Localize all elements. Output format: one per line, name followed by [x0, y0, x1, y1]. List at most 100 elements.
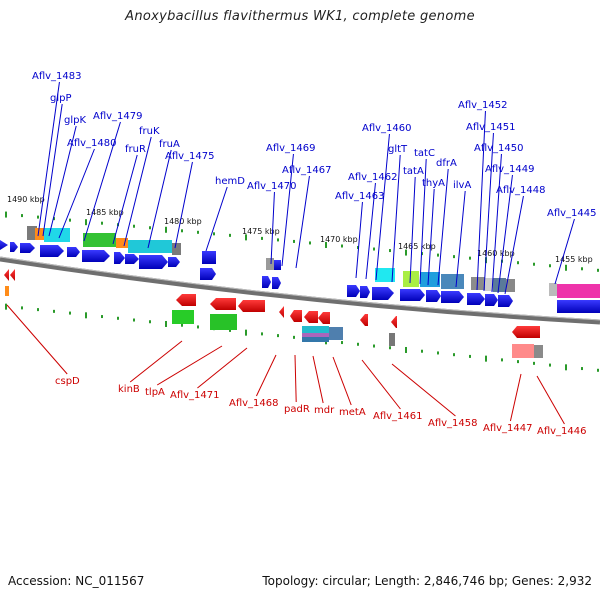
gene-label-aflv-1475[interactable]: Aflv_1475 — [165, 151, 215, 162]
gene-label-aflv-1470[interactable]: Aflv_1470 — [247, 181, 297, 192]
tick-mark — [133, 318, 135, 322]
gene-label-frur[interactable]: fruR — [125, 144, 146, 155]
gene-label-meta[interactable]: metA — [339, 407, 366, 418]
gene-label-tata[interactable]: tatA — [403, 166, 424, 177]
tick-mark — [469, 256, 471, 260]
tick-mark — [277, 238, 279, 242]
gene-label-frua[interactable]: fruA — [159, 139, 180, 150]
gene-label-aflv-1467[interactable]: Aflv_1467 — [282, 165, 332, 176]
tick-mark — [181, 229, 183, 233]
tick-mark — [277, 334, 279, 338]
gene-label-glpk[interactable]: glpK — [64, 115, 86, 126]
label-connector — [361, 359, 401, 410]
gene-label-cspd[interactable]: cspD — [55, 376, 80, 387]
label-connector — [483, 132, 494, 292]
tick-mark — [357, 342, 359, 346]
label-connector — [83, 121, 121, 242]
gene-label-aflv-1460[interactable]: Aflv_1460 — [362, 123, 412, 134]
scale-label: 1480 kbp — [164, 217, 202, 226]
label-connector — [391, 154, 401, 283]
gene-label-glpp[interactable]: glpP — [50, 93, 72, 104]
tick-mark — [597, 268, 599, 272]
gene-label-aflv-1447[interactable]: Aflv_1447 — [483, 423, 533, 434]
tick-mark — [389, 346, 391, 350]
tick-mark — [5, 211, 7, 218]
gene-label-fruk[interactable]: fruK — [139, 126, 160, 137]
gene-label-ilva[interactable]: ilvA — [453, 180, 471, 191]
gene-label-dfra[interactable]: dfrA — [436, 158, 457, 169]
gene-label-aflv-1463[interactable]: Aflv_1463 — [335, 191, 385, 202]
gene-label-padr[interactable]: padR — [284, 404, 310, 415]
gene-label-aflv-1461[interactable]: Aflv_1461 — [373, 411, 423, 422]
gene-label-tlpa[interactable]: tlpA — [145, 387, 165, 398]
label-connector — [147, 149, 172, 249]
tick-mark — [85, 312, 87, 319]
gene-label-hemd[interactable]: hemD — [215, 176, 245, 187]
gene-label-aflv-1479[interactable]: Aflv_1479 — [93, 111, 143, 122]
tick-mark — [549, 363, 551, 367]
forward-gene-labels[interactable]: Aflv_1483 glpP glpK Aflv_1480 Aflv_1479 fruR f… — [32, 71, 597, 219]
label-connector — [123, 136, 152, 247]
tick-mark — [293, 239, 295, 243]
label-connector — [536, 375, 565, 425]
label-connector — [255, 354, 277, 397]
tick-mark — [197, 230, 199, 234]
scale-label: 1465 kbp — [398, 242, 436, 251]
tick-mark — [293, 335, 295, 339]
label-connector — [509, 373, 522, 422]
forward-genes[interactable] — [0, 240, 600, 313]
tick-mark — [197, 325, 199, 329]
label-connector — [294, 354, 297, 403]
tick-mark — [341, 341, 343, 345]
gene-label-aflv-1483[interactable]: Aflv_1483 — [32, 71, 82, 82]
label-connector — [554, 218, 575, 285]
gene-label-aflv-1445[interactable]: Aflv_1445 — [547, 208, 597, 219]
label-connector — [48, 125, 77, 237]
gene-label-aflv-1462[interactable]: Aflv_1462 — [348, 172, 398, 183]
gene-label-aflv-1448[interactable]: Aflv_1448 — [496, 185, 546, 196]
label-connector — [504, 195, 524, 295]
label-connector — [129, 340, 183, 383]
gene-label-thya[interactable]: thyA — [422, 178, 445, 189]
tick-mark — [261, 332, 263, 336]
gene-label-aflv-1450[interactable]: Aflv_1450 — [474, 143, 524, 154]
label-connector — [332, 356, 352, 406]
gene-label-gltt[interactable]: gltT — [388, 144, 408, 155]
reverse-genes[interactable] — [4, 269, 540, 338]
tick-mark — [501, 358, 503, 362]
tick-mark — [165, 320, 167, 327]
gene-label-aflv-1449[interactable]: Aflv_1449 — [485, 164, 535, 175]
reverse-gene-labels[interactable]: cspD kinB tlpA Aflv_1471 Aflv_1468 padR mdr met… — [55, 376, 587, 437]
gene-label-tatc[interactable]: tatC — [414, 148, 435, 159]
gene-label-kinb[interactable]: kinB — [118, 384, 140, 395]
tick-mark — [229, 328, 231, 332]
gene-label-aflv-1480[interactable]: Aflv_1480 — [67, 138, 117, 149]
tick-mark — [69, 218, 71, 222]
gene-label-aflv-1446[interactable]: Aflv_1446 — [537, 426, 587, 437]
tick-mark — [565, 364, 567, 371]
scale-label: 1490 kbp — [7, 195, 45, 204]
tick-mark — [581, 367, 583, 371]
tick-mark — [517, 360, 519, 364]
gene-label-aflv-1452[interactable]: Aflv_1452 — [458, 100, 508, 111]
tick-mark — [405, 249, 407, 256]
tick-mark — [229, 233, 231, 237]
tick-mark — [533, 262, 535, 266]
label-connector — [281, 153, 294, 267]
tick-mark — [325, 241, 327, 248]
tick-mark — [149, 320, 151, 324]
tick-mark — [101, 221, 103, 225]
gene-label-aflv-1458[interactable]: Aflv_1458 — [428, 418, 478, 429]
gene-label-aflv-1451[interactable]: Aflv_1451 — [466, 122, 516, 133]
gene-label-aflv-1469[interactable]: Aflv_1469 — [266, 143, 316, 154]
label-connector — [174, 161, 193, 249]
label-connector — [355, 201, 363, 279]
scale-label: 1485 kbp — [86, 208, 124, 217]
gene-label-aflv-1468[interactable]: Aflv_1468 — [229, 398, 279, 409]
label-connector — [455, 190, 466, 288]
gene-label-aflv-1471[interactable]: Aflv_1471 — [170, 390, 220, 401]
reverse-label-lines — [6, 304, 565, 425]
label-connector — [42, 103, 63, 237]
gene-label-mdr[interactable]: mdr — [314, 405, 335, 416]
